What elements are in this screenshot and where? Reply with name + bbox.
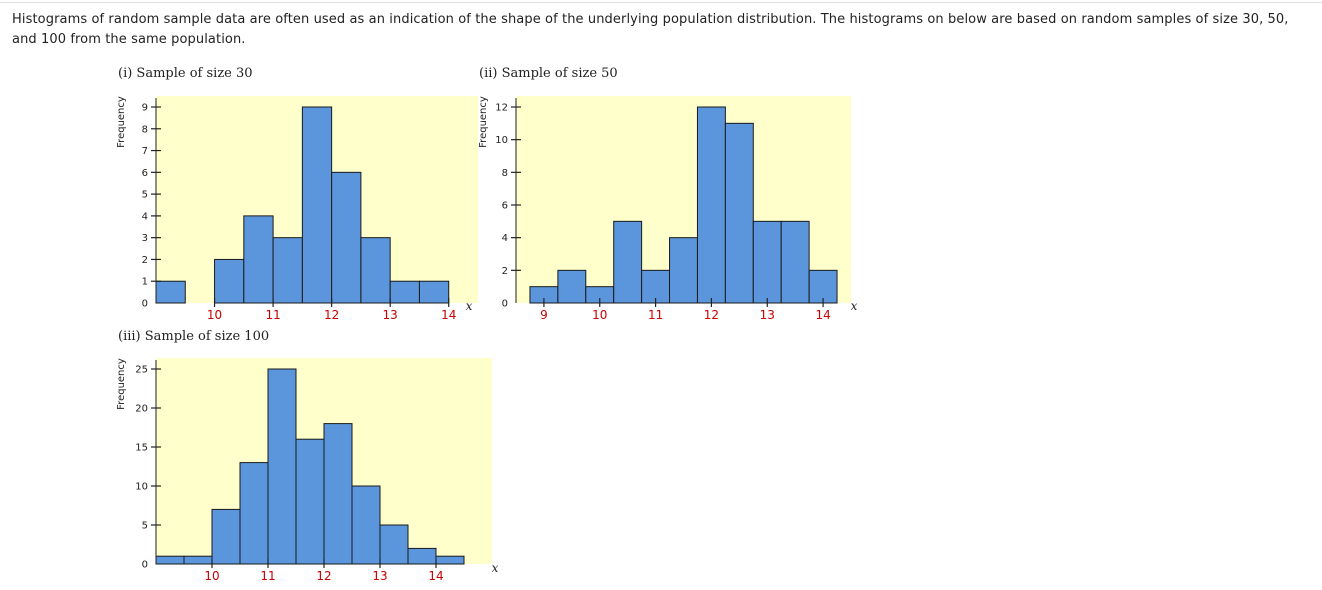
top-divider — [0, 2, 1322, 3]
y-tick-label: 12 — [495, 103, 508, 114]
histogram-bar — [323, 423, 353, 565]
y-axis-label: Frequency — [116, 358, 127, 410]
x-tick-label: 14 — [441, 308, 456, 322]
y-tick-label: 10 — [135, 482, 148, 493]
x-axis-label: x — [492, 561, 499, 575]
histogram-bar — [435, 555, 465, 565]
histogram-bar — [641, 269, 671, 304]
chart-title-1: (i) Sample of size 30 — [118, 66, 253, 81]
y-tick-label: 0 — [142, 299, 148, 310]
x-tick-label: 13 — [383, 308, 398, 322]
chart-title-3: (iii) Sample of size 100 — [118, 329, 270, 344]
y-tick-label: 0 — [142, 560, 148, 571]
x-tick-label: 11 — [265, 308, 280, 322]
x-axis-label: x — [466, 299, 473, 313]
y-tick-label: 0 — [502, 299, 508, 310]
y-tick-label: 4 — [142, 211, 148, 222]
histogram-bar — [183, 555, 213, 565]
x-tick-label: 12 — [316, 569, 331, 583]
histogram-bar — [295, 438, 325, 565]
histogram-bar — [211, 508, 241, 565]
y-tick-label: 2 — [502, 266, 508, 277]
y-tick-label: 25 — [135, 365, 148, 376]
histogram-bar — [418, 280, 450, 304]
y-axis-label: Frequency — [478, 96, 489, 148]
y-tick-label: 6 — [502, 201, 508, 212]
y-tick-label: 20 — [135, 404, 148, 415]
histogram-bar — [301, 106, 333, 304]
x-tick-label: 10 — [204, 569, 219, 583]
y-tick-label: 15 — [135, 443, 148, 454]
x-tick-label: 12 — [704, 308, 719, 322]
histogram-bar — [267, 368, 297, 565]
x-tick-label: 13 — [372, 569, 387, 583]
histogram-bar — [360, 237, 391, 304]
histogram-bar — [155, 555, 185, 565]
y-tick-label: 4 — [502, 233, 508, 244]
histogram-bar — [379, 524, 409, 565]
histogram-bar — [272, 237, 303, 304]
histogram-bar — [351, 485, 381, 565]
x-axis-label: x — [851, 299, 858, 313]
histogram-bar — [407, 547, 437, 565]
chart-title-2: (ii) Sample of size 50 — [479, 66, 618, 81]
y-tick-label: 10 — [495, 135, 508, 146]
y-tick-label: 3 — [142, 233, 148, 244]
histogram-bar — [780, 220, 810, 304]
x-tick-label: 14 — [815, 308, 830, 322]
histogram-bar — [331, 171, 362, 304]
y-tick-label: 8 — [142, 124, 148, 135]
y-tick-label: 5 — [142, 521, 148, 532]
x-tick-label: 13 — [760, 308, 775, 322]
y-tick-label: 2 — [142, 255, 148, 266]
x-tick-label: 10 — [207, 308, 222, 322]
y-tick-label: 6 — [142, 168, 148, 179]
x-tick-label: 11 — [648, 308, 663, 322]
x-tick-label: 14 — [428, 569, 443, 583]
y-tick-label: 8 — [502, 168, 508, 179]
histogram-bar — [239, 462, 269, 565]
y-tick-label: 7 — [142, 146, 148, 157]
y-tick-label: 9 — [142, 103, 148, 114]
y-tick-label: 1 — [142, 277, 148, 288]
intro-text: Histograms of random sample data are oft… — [12, 12, 1289, 47]
histogram-bar — [669, 237, 698, 304]
x-tick-label: 10 — [592, 308, 607, 322]
histogram-bar — [613, 220, 643, 304]
histogram-bar — [752, 220, 782, 304]
y-tick-label: 5 — [142, 190, 148, 201]
x-tick-label: 9 — [540, 308, 548, 322]
x-tick-label: 11 — [260, 569, 275, 583]
y-axis-label: Frequency — [116, 96, 127, 148]
histogram-bar — [808, 269, 838, 304]
histogram-bar — [243, 215, 274, 304]
histogram-bar — [724, 122, 754, 304]
x-tick-label: 12 — [324, 308, 339, 322]
